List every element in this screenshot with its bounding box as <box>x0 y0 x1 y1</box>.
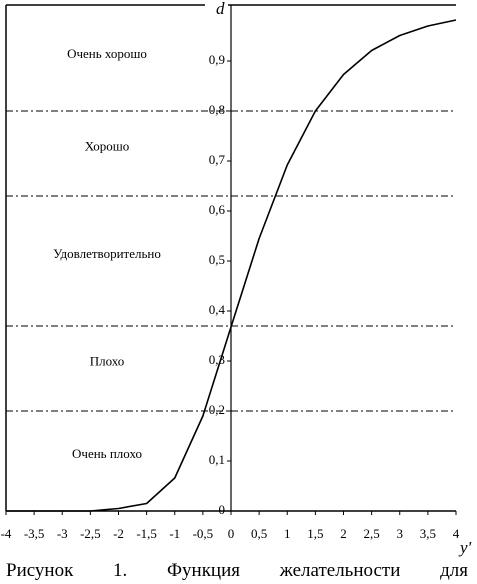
x-tick-label: 2,5 <box>364 526 380 541</box>
y-axis-label: d <box>216 0 225 18</box>
y-tick-label: 0 <box>219 502 226 517</box>
x-tick-label: 0 <box>228 526 235 541</box>
x-tick-label: 3 <box>397 526 404 541</box>
x-tick-label: -1,5 <box>136 526 157 541</box>
x-tick-label: 2 <box>340 526 347 541</box>
curve <box>6 19 457 512</box>
x-tick-label: -3 <box>57 526 68 541</box>
x-tick-label: 1,5 <box>307 526 323 541</box>
chart: d y' Очень хорошо Хорошо Удовлетворительно… <box>1 0 472 557</box>
x-tick-label: 4 <box>453 526 460 541</box>
x-tick-label: 3,5 <box>420 526 436 541</box>
zone-label: Очень хорошо <box>67 46 147 61</box>
x-tick-label: 0,5 <box>251 526 267 541</box>
caption: Рисунок 1. Функция желательности для <box>6 560 468 581</box>
zone-label: Очень плохо <box>72 446 142 461</box>
x-tick-label: -3,5 <box>24 526 45 541</box>
x-tick-label: -4 <box>1 526 12 541</box>
y-tick-label: 0,4 <box>209 302 226 317</box>
y-tick-label: 0,3 <box>209 352 225 367</box>
y-tick-label: 0,7 <box>209 152 226 167</box>
y-tick-label: 0,1 <box>209 452 225 467</box>
x-tick-label: -2 <box>113 526 124 541</box>
x-tick-label: 1 <box>284 526 291 541</box>
y-tick-label: 0,5 <box>209 252 225 267</box>
x-tick-label: -1 <box>169 526 180 541</box>
zone-label: Удовлетворительно <box>53 246 161 261</box>
zone-label: Плохо <box>90 353 125 368</box>
y-tick-label: 0,6 <box>209 202 226 217</box>
y-tick-label: 0,2 <box>209 402 225 417</box>
x-axis-label: y' <box>458 538 472 557</box>
x-tick-label: -0,5 <box>193 526 214 541</box>
y-tick-label: 0,8 <box>209 102 225 117</box>
x-tick-label: -2,5 <box>80 526 101 541</box>
zone-label: Хорошо <box>85 138 130 153</box>
y-tick-label: 0,9 <box>209 52 225 67</box>
